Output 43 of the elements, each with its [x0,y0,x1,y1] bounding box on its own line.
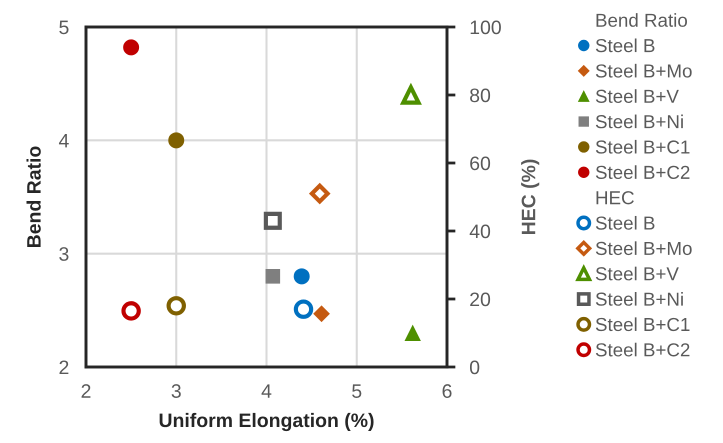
legend-label: Steel B+C2 [596,342,690,356]
point [404,325,421,341]
point [166,296,186,316]
point [123,39,140,56]
x-tick-label: 6 [442,384,452,398]
y2-axis-title: HEC (%) [521,160,540,234]
legend-label: Steel B+Mo [596,241,692,256]
x-axis-title: Uniform Elongation (%) [160,412,374,432]
y2-tick-label: 0 [470,360,480,374]
point [264,212,282,230]
legend-label: Steel B+Ni [596,292,683,306]
legend-label: Steel B [596,216,654,230]
x-tick-label: 2 [82,384,90,398]
y-axis-title: Bend Ratio [26,146,41,248]
legend-label: Steel B [596,38,654,52]
point [121,301,141,321]
legend-label: Steel B+C1 [596,317,690,332]
x-tick-label: 3 [172,384,181,398]
y-tick-label: 5 [59,20,69,34]
point [294,299,314,319]
point [168,132,184,148]
legend-title: Bend Ratio [596,13,687,27]
y2-tick-label: 40 [470,224,490,238]
legend-label: Steel B+C2 [596,165,690,180]
y2-tick-label: 80 [470,88,490,102]
y2-tick-label: 20 [470,292,490,306]
y2-tick-label: 60 [470,156,490,170]
point [310,184,330,204]
point [313,306,330,322]
legend-label: Steel B+C1 [596,140,690,154]
legend-label: Steel B+Ni [596,114,683,128]
point [294,268,310,284]
y-tick-label: 3 [59,247,68,261]
x-tick-label: 4 [262,384,272,398]
y-tick-label: 4 [58,134,69,148]
y2-tick-label: 100 [470,20,501,34]
text: HEC [596,191,634,204]
y-tick-label: 2 [60,360,68,374]
legend-label: Steel B+V [596,266,679,280]
point [266,269,280,284]
x-tick-label: 5 [352,384,362,398]
legend-label: Steel B+Mo [596,64,692,78]
legend-label: Steel B+V [596,89,679,103]
